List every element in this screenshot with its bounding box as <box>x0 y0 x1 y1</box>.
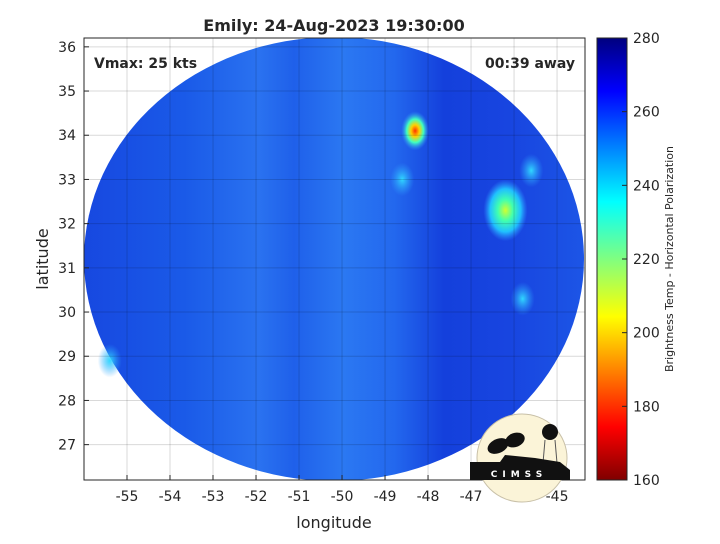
y-tick-label: 33 <box>58 172 76 188</box>
vmax-annotation: Vmax: 25 kts <box>94 56 197 72</box>
feature-cold-cluster <box>483 179 528 242</box>
colorbar-tick-label: 180 <box>633 399 660 415</box>
time-away-annotation: 00:39 away <box>485 56 575 72</box>
colorbar-tick-label: 260 <box>633 105 660 121</box>
y-tick-label: 29 <box>58 349 76 365</box>
cimss-logo: CIMSS <box>470 413 570 503</box>
colorbar-tick-label: 280 <box>633 31 660 47</box>
colorbar-tick-label: 220 <box>633 252 660 268</box>
feature-cold-spot <box>401 111 430 151</box>
colorbar-tick-label: 240 <box>633 178 660 194</box>
feature-band <box>97 343 122 378</box>
colorbar-tick-label: 160 <box>633 473 660 489</box>
y-axis-label: latitude <box>33 228 52 289</box>
y-tick-label: 34 <box>58 128 76 144</box>
x-tick-label: -55 <box>116 489 139 505</box>
x-tick-label: -45 <box>546 489 569 505</box>
y-tick-label: 35 <box>58 84 76 100</box>
x-tick-label: -51 <box>288 489 311 505</box>
y-tick-label: 31 <box>58 261 76 277</box>
x-tick-label: -53 <box>202 489 225 505</box>
feature-band <box>519 153 544 188</box>
y-tick-label: 28 <box>58 393 76 409</box>
colorbar-label: Brightness Temp - Horizontal Polarizatio… <box>663 146 676 372</box>
x-tick-label: -54 <box>159 489 182 505</box>
feature-band <box>510 281 535 316</box>
x-tick-label: -47 <box>460 489 483 505</box>
x-tick-label: -48 <box>417 489 440 505</box>
x-tick-label: -49 <box>374 489 397 505</box>
feature-band <box>390 162 415 197</box>
y-tick-label: 32 <box>58 217 76 233</box>
y-tick-label: 36 <box>58 40 76 56</box>
logo-text: CIMSS <box>491 470 547 480</box>
colorbar-tick-label: 200 <box>633 326 660 342</box>
x-tick-label: -50 <box>331 489 354 505</box>
x-axis-label: longitude <box>296 513 371 532</box>
swath-ellipse <box>84 38 584 480</box>
chart-title: Emily: 24-Aug-2023 19:30:00 <box>203 16 464 35</box>
y-tick-label: 27 <box>58 438 76 454</box>
plot-frame <box>83 37 586 481</box>
y-tick-label: 30 <box>58 305 76 321</box>
x-tick-label: -52 <box>245 489 268 505</box>
